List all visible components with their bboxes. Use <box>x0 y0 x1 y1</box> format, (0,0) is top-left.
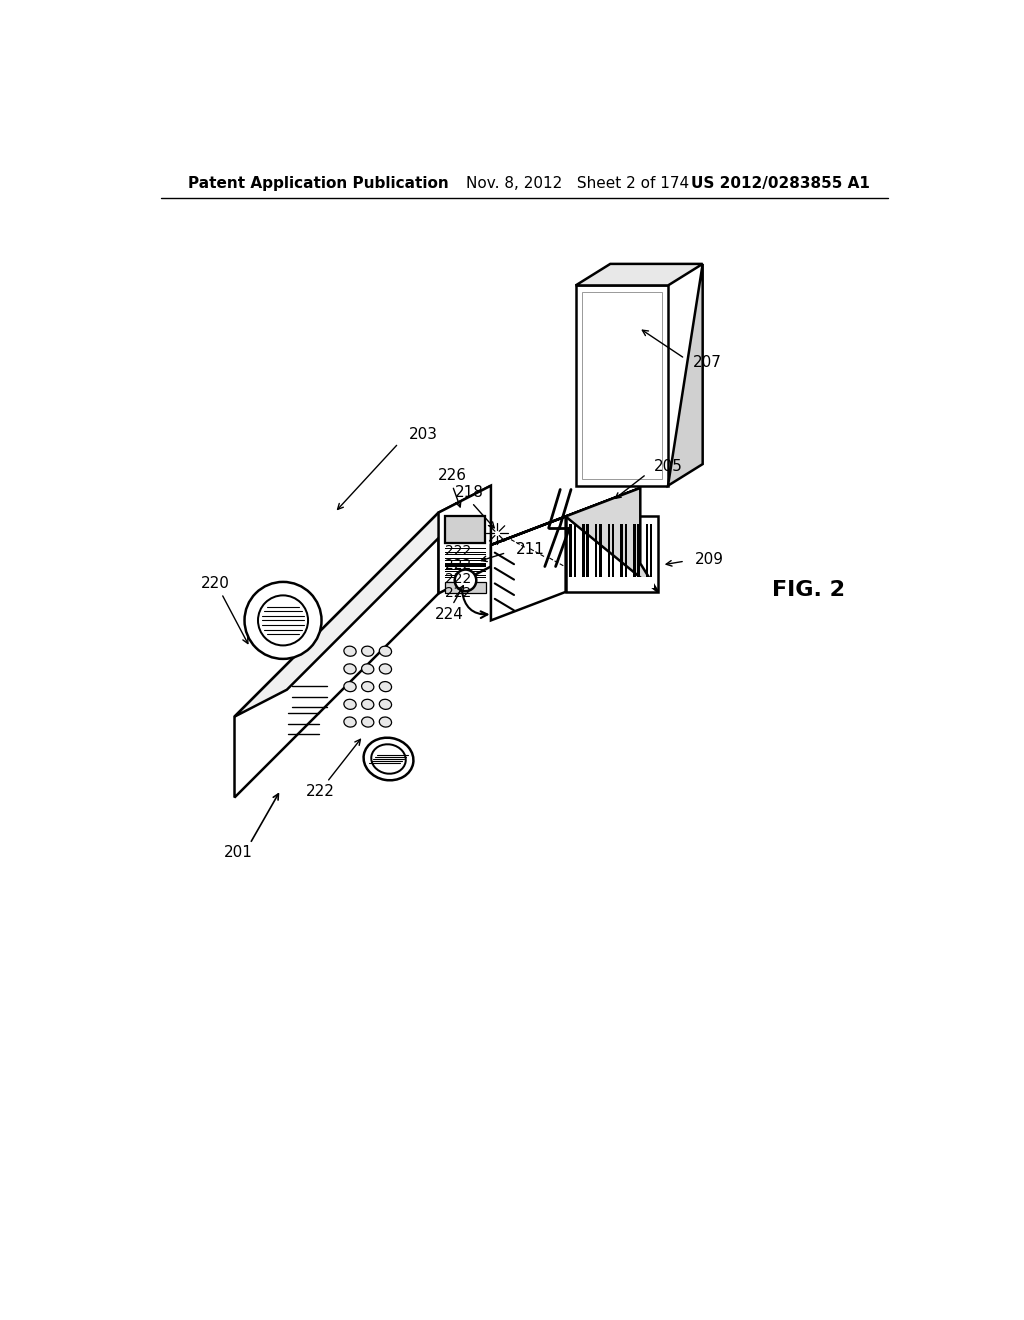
Text: 201: 201 <box>224 845 253 861</box>
FancyArrowPatch shape <box>462 591 487 618</box>
Polygon shape <box>438 486 490 594</box>
Polygon shape <box>569 524 572 589</box>
Text: 222: 222 <box>305 784 335 799</box>
Text: 224: 224 <box>435 607 464 622</box>
Polygon shape <box>565 516 658 591</box>
Text: 222: 222 <box>445 572 472 586</box>
Polygon shape <box>583 524 585 589</box>
Text: 207: 207 <box>692 355 722 370</box>
Polygon shape <box>599 524 602 589</box>
Polygon shape <box>575 285 668 486</box>
Polygon shape <box>444 516 484 544</box>
Ellipse shape <box>361 700 374 709</box>
Text: 203: 203 <box>410 426 438 442</box>
Ellipse shape <box>344 647 356 656</box>
Polygon shape <box>490 488 640 545</box>
Ellipse shape <box>361 681 374 692</box>
Text: 205: 205 <box>654 459 683 474</box>
Text: 218: 218 <box>455 484 483 500</box>
Text: 222: 222 <box>445 544 472 558</box>
Polygon shape <box>573 524 577 589</box>
Ellipse shape <box>379 700 391 709</box>
Ellipse shape <box>344 664 356 675</box>
Ellipse shape <box>344 700 356 709</box>
Polygon shape <box>668 264 702 486</box>
Polygon shape <box>444 582 486 594</box>
Ellipse shape <box>379 664 391 675</box>
Polygon shape <box>650 524 652 589</box>
Text: 211: 211 <box>515 543 545 557</box>
Polygon shape <box>646 524 648 589</box>
Ellipse shape <box>344 717 356 727</box>
Polygon shape <box>569 577 654 589</box>
Polygon shape <box>611 524 614 589</box>
Polygon shape <box>621 524 623 589</box>
Text: 209: 209 <box>695 552 724 568</box>
Text: US 2012/0283855 A1: US 2012/0283855 A1 <box>691 177 869 191</box>
Circle shape <box>245 582 322 659</box>
Polygon shape <box>633 524 636 589</box>
Text: 222: 222 <box>445 558 472 572</box>
Ellipse shape <box>344 681 356 692</box>
Ellipse shape <box>379 717 391 727</box>
Circle shape <box>455 570 476 591</box>
Text: 220: 220 <box>201 576 229 591</box>
Ellipse shape <box>364 738 414 780</box>
Ellipse shape <box>361 717 374 727</box>
Polygon shape <box>565 488 658 591</box>
Polygon shape <box>234 512 438 797</box>
Polygon shape <box>490 516 565 620</box>
Polygon shape <box>234 486 490 717</box>
Ellipse shape <box>379 681 391 692</box>
Text: 226: 226 <box>438 469 467 483</box>
Text: Nov. 8, 2012   Sheet 2 of 174: Nov. 8, 2012 Sheet 2 of 174 <box>466 177 688 191</box>
Polygon shape <box>625 524 627 589</box>
Text: Patent Application Publication: Patent Application Publication <box>188 177 450 191</box>
Text: 222: 222 <box>445 586 472 599</box>
Ellipse shape <box>361 647 374 656</box>
Polygon shape <box>595 524 597 589</box>
Ellipse shape <box>361 664 374 675</box>
Ellipse shape <box>379 647 391 656</box>
Polygon shape <box>607 524 610 589</box>
Polygon shape <box>587 524 589 589</box>
Polygon shape <box>575 264 702 285</box>
Polygon shape <box>637 524 640 589</box>
Text: FIG. 2: FIG. 2 <box>772 579 845 599</box>
